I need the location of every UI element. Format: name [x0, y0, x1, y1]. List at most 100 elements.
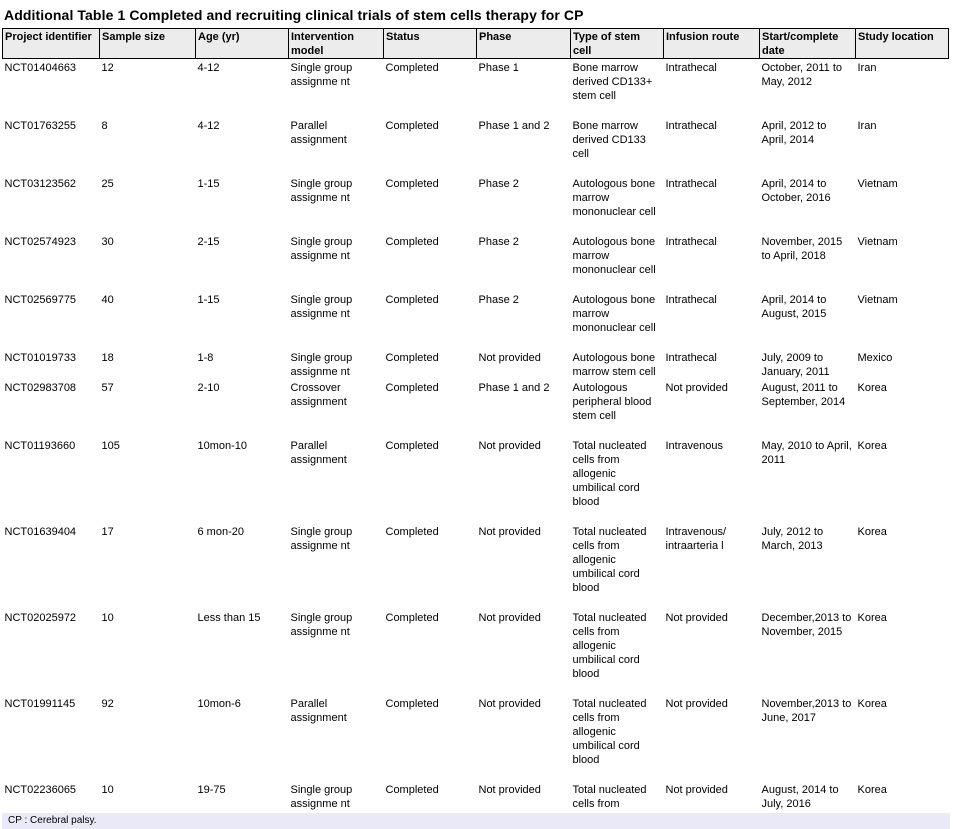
table-cell: Crossover assignment — [290, 382, 347, 408]
table-cell: Intrathecal — [665, 236, 717, 248]
table-cell: Phase 1 and 2 — [478, 382, 550, 394]
table-cell: Autologous bone marrow mononuclear cell — [572, 178, 656, 218]
table-cell: May, 2010 to April, 2011 — [761, 440, 852, 466]
table-cell: 10mon-10 — [197, 440, 248, 452]
table-cell: Korea — [857, 382, 887, 394]
table-row: NCT02574923 30 2-15 Single group assignme n… — [3, 233, 949, 291]
table-cell: Single group assignme nt — [290, 612, 353, 638]
table-row: NCT01404663 12 4-12 Single group assignme n… — [3, 59, 949, 118]
table-cell: November, 2015 to April, 2018 — [761, 236, 843, 262]
column-header: Start/complete date — [759, 28, 856, 59]
table-cell: Single group assignme nt — [290, 294, 353, 320]
table-cell: 19-75 — [197, 784, 226, 796]
table-cell: 1-15 — [197, 294, 220, 306]
table-cell: 1-8 — [197, 352, 214, 364]
table-cell: 57 — [101, 382, 114, 394]
clinical-trials-table: Project identifier Sample size Age (yr) Int… — [2, 28, 949, 811]
table-cell: Total nucleated cells from allogenic umb… — [572, 526, 647, 594]
table-row: NCT02025972 10 Less than 15 Single group as… — [3, 609, 949, 695]
table-cell: 17 — [101, 526, 114, 538]
table-cell: Total nucleated cells from allogenic umb… — [572, 612, 647, 680]
table-cell: Autologous bone marrow mononuclear cell — [572, 294, 656, 334]
table-row: NCT02569775 40 1-15 Single group assignme n… — [3, 291, 949, 349]
table-cell: July, 2012 to March, 2013 — [761, 526, 824, 552]
table-cell: Intrathecal — [665, 294, 717, 306]
table-cell: Intrathecal — [665, 62, 717, 74]
table-cell: August, 2014 to July, 2016 — [761, 784, 839, 810]
table-cell: Single group assignme nt — [290, 236, 353, 262]
table-cell: Phase 1 — [478, 62, 519, 74]
column-header: Phase — [476, 28, 571, 59]
table-cell: Phase 2 — [478, 178, 519, 190]
table-cell: Intrathecal — [665, 120, 717, 132]
table-cell: NCT02569775 — [4, 294, 77, 306]
table-cell: 1-15 — [197, 178, 220, 190]
table-cell: Not provided — [478, 526, 541, 538]
table-cell: Completed — [385, 612, 439, 624]
table-cell: Phase 2 — [478, 294, 519, 306]
table-cell: 40 — [101, 294, 114, 306]
table-cell: NCT02574923 — [4, 236, 77, 248]
table-cell: Korea — [857, 612, 887, 624]
table-cell: NCT02983708 — [4, 382, 77, 394]
table-cell: NCT02236065 — [4, 784, 77, 796]
table-cell: Single group assignme nt — [290, 784, 353, 810]
table-cell: 2-10 — [197, 382, 220, 394]
table-cell: Intravenous — [665, 440, 723, 452]
table-cell: Total nucleated cells from allogenic umb… — [572, 440, 647, 508]
table-cell: Korea — [857, 440, 887, 452]
table-cell: Intrathecal — [665, 352, 717, 364]
table-cell: July, 2009 to January, 2011 — [761, 352, 830, 378]
table-cell: Completed — [385, 440, 439, 452]
footnote-bar: CP : Cerebral palsy. — [2, 813, 950, 829]
table-cell: Parallel assignment — [290, 440, 347, 466]
table-cell: Not provided — [478, 612, 541, 624]
table-cell: NCT01193660 — [4, 440, 76, 452]
table-cell: Not provided — [478, 784, 541, 796]
table-cell: 25 — [101, 178, 114, 190]
table-cell: Intravenous/ intraarteria l — [665, 526, 727, 552]
table-header: Project identifier Sample size Age (yr) Int… — [2, 28, 949, 59]
table-cell: Completed — [385, 784, 439, 796]
table-cell: October, 2011 to May, 2012 — [761, 62, 843, 88]
table-cell: Completed — [385, 120, 439, 132]
table-cell: NCT01639404 — [4, 526, 77, 538]
table-cell: Parallel assignment — [290, 698, 347, 724]
table-cell: 10 — [101, 612, 114, 624]
table-row: NCT02236065 10 19-75 Single group assignme … — [3, 781, 949, 811]
table-cell: Completed — [385, 178, 439, 190]
column-header: Intervention model — [288, 28, 384, 59]
table-cell: Completed — [385, 698, 439, 710]
table-row: NCT03123562 25 1-15 Single group assignme n… — [3, 175, 949, 233]
table-cell: Iran — [857, 62, 877, 74]
table-cell: Single group assignme nt — [290, 352, 353, 378]
table-cell: Completed — [385, 294, 439, 306]
table-row: NCT01019733 18 1-8 Single group assignme nt… — [3, 349, 949, 379]
table-cell: December,2013 to November, 2015 — [761, 612, 852, 638]
table-cell: 6 mon-20 — [197, 526, 244, 538]
table-row: NCT01193660 105 10mon-10 Parallel assignmen… — [3, 437, 949, 523]
table-cell: NCT01763255 — [4, 120, 77, 132]
table-header-row: Project identifier Sample size Age (yr) Int… — [2, 28, 949, 59]
table-cell: 10mon-6 — [197, 698, 241, 710]
table-row: NCT01991145 92 10mon-6 Parallel assignment C… — [3, 695, 949, 781]
table-cell: Less than 15 — [197, 612, 261, 624]
table-cell: Completed — [385, 382, 439, 394]
table-cell: 4-12 — [197, 62, 220, 74]
table-title: Additional Table 1 Completed and recruit… — [4, 7, 584, 23]
table-cell: Total nucleated cells from allogenic umb… — [572, 698, 647, 766]
table-cell: Mexico — [857, 352, 893, 364]
table-cell: 12 — [101, 62, 114, 74]
table-body: NCT01404663 12 4-12 Single group assignme n… — [3, 59, 949, 812]
table-cell: Single group assignme nt — [290, 178, 353, 204]
table-cell: Not provided — [665, 382, 728, 394]
table-row: NCT01763255 8 4-12 Parallel assignment Compl… — [3, 117, 949, 175]
table-row: NCT02983708 57 2-10 Crossover assignment Com… — [3, 379, 949, 437]
table-cell: NCT02025972 — [4, 612, 77, 624]
table-cell: Parallel assignment — [290, 120, 347, 146]
table-cell: August, 2011 to September, 2014 — [761, 382, 846, 408]
table-cell: Iran — [857, 120, 877, 132]
table-cell: November,2013 to June, 2017 — [761, 698, 852, 724]
table-cell: Not provided — [478, 698, 541, 710]
